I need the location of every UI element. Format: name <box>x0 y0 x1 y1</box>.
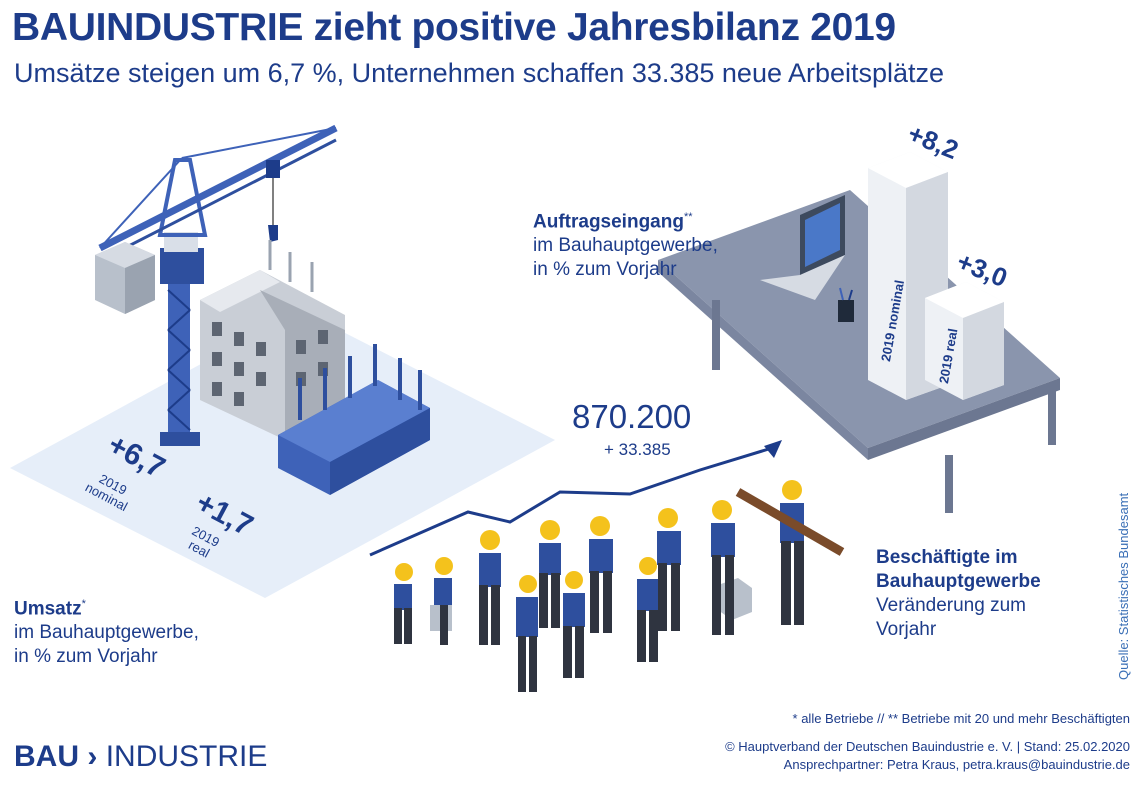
page-title: BAUINDUSTRIE zieht positive Jahresbilanz… <box>12 6 896 49</box>
building-blue-illustration <box>278 344 430 495</box>
beschaeftigte-label: Beschäftigte im Bauhauptgewerbe Veränder… <box>876 546 1041 642</box>
contact-line: Ansprechpartner: Petra Kraus, petra.krau… <box>783 757 1130 772</box>
page-subtitle: Umsätze steigen um 6,7 %, Unternehmen sc… <box>14 58 945 88</box>
bauindustrie-logo: BAU › INDUSTRIE <box>14 740 267 774</box>
paper-stack-real-illustration <box>925 282 1004 400</box>
workers-illustration <box>394 480 845 692</box>
worker-1 <box>394 563 413 644</box>
beschaeftigte-title-2: Bauhauptgewerbe <box>876 571 1041 592</box>
logo-bold: BAU <box>14 740 79 773</box>
logo-chevron-icon: › <box>87 740 98 773</box>
beschaeftigte-line4: Vorjahr <box>876 619 937 640</box>
beschaeftigte-title-1: Beschäftigte im <box>876 547 1018 568</box>
worker-2 <box>430 557 453 645</box>
crane-illustration <box>95 124 338 446</box>
employment-trend-line <box>369 446 773 557</box>
auftrag-footnote-marker: ** <box>683 211 693 223</box>
auftrag-title: Auftragseingang <box>533 211 684 233</box>
umsatz-line2: im Bauhauptgewerbe, <box>14 622 199 644</box>
employment-delta: + 33.385 <box>604 440 671 459</box>
worker-3 <box>479 530 501 645</box>
footnote: * alle Betriebe // ** Betriebe mit 20 un… <box>792 711 1130 726</box>
worker-8 <box>637 557 659 662</box>
copyright-line: © Hauptverband der Deutschen Bauindustri… <box>725 739 1130 754</box>
worker-5 <box>539 520 561 628</box>
umsatz-line3: in % zum Vorjahr <box>14 646 158 668</box>
umsatz-footnote-marker: * <box>81 598 86 610</box>
logo-rest: INDUSTRIE <box>105 740 268 773</box>
trend-arrowhead <box>764 440 782 458</box>
umsatz-title: Umsatz <box>14 598 82 620</box>
source-note: Quelle: Statistisches Bundesamt <box>1116 492 1131 680</box>
worker-9 <box>657 508 681 631</box>
worker-4 <box>516 575 538 692</box>
worker-10 <box>711 500 752 635</box>
auftrag-line3: in % zum Vorjahr <box>533 259 677 281</box>
worker-11 <box>735 480 845 625</box>
beschaeftigte-line3: Veränderung zum <box>876 595 1026 616</box>
auftrag-line2: im Bauhauptgewerbe, <box>533 235 718 257</box>
worker-7 <box>589 516 613 633</box>
employment-total: 870.200 <box>572 398 692 435</box>
umsatz-label: Umsatz* im Bauhauptgewerbe, in % zum Vor… <box>14 592 199 669</box>
worker-6 <box>563 571 585 678</box>
copyright-block: © Hauptverband der Deutschen Bauindustri… <box>725 738 1130 774</box>
auftrag-label: Auftragseingang** im Bauhauptgewerbe, in… <box>533 205 718 282</box>
